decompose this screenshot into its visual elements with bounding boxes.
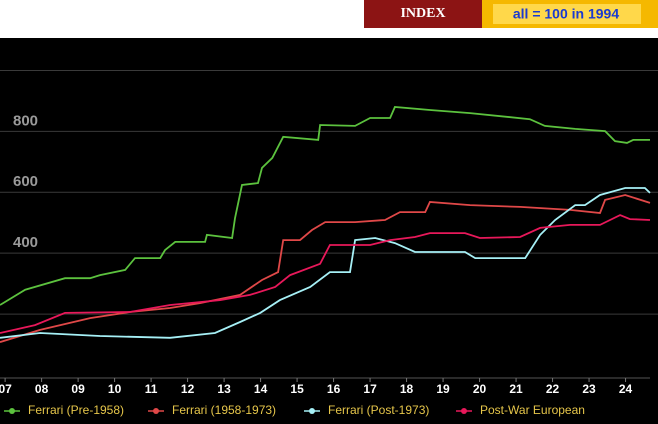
x-tick-label: 23 (582, 382, 596, 396)
x-tick-label: 11 (145, 382, 158, 396)
note-highlight (493, 4, 641, 24)
x-tick-label: 07 (0, 382, 12, 396)
x-tick-label: 08 (35, 382, 49, 396)
legend-marker (309, 408, 315, 414)
x-tick-label: 24 (619, 382, 633, 396)
x-tick-label: 16 (327, 382, 341, 396)
legend-label: Ferrari (1958-1973) (172, 403, 276, 417)
x-tick-label: 21 (509, 382, 523, 396)
x-tick-label: 09 (71, 382, 85, 396)
x-tick-label: 22 (546, 382, 560, 396)
legend-label: Ferrari (Post-1973) (328, 403, 429, 417)
series-line (0, 214, 651, 334)
chart-background (0, 38, 658, 424)
x-tick-label: 17 (363, 382, 377, 396)
x-tick-label: 14 (254, 382, 268, 396)
y-tick-label: 800 (13, 112, 38, 129)
x-tick-label: 10 (108, 382, 122, 396)
y-tick-label: 400 (13, 234, 38, 251)
x-tick-label: 13 (217, 382, 231, 396)
x-tick-label: 19 (436, 382, 450, 396)
legend-label: Post-War European (480, 403, 585, 417)
x-tick-label: 15 (290, 382, 304, 396)
index-button-label[interactable]: INDEX (400, 6, 445, 21)
x-tick-label: 12 (181, 382, 195, 396)
x-tick-label: 20 (473, 382, 487, 396)
note: all = 100 in 1994 (513, 6, 619, 22)
legend-marker (461, 408, 467, 414)
legend-marker (153, 408, 159, 414)
legend-marker (9, 408, 15, 414)
series-line (0, 106, 650, 306)
legend-label: Ferrari (Pre-1958) (28, 403, 124, 417)
index-button[interactable] (364, 0, 482, 28)
y-tick-label: 600 (13, 173, 38, 190)
x-tick-label: 18 (400, 382, 414, 396)
